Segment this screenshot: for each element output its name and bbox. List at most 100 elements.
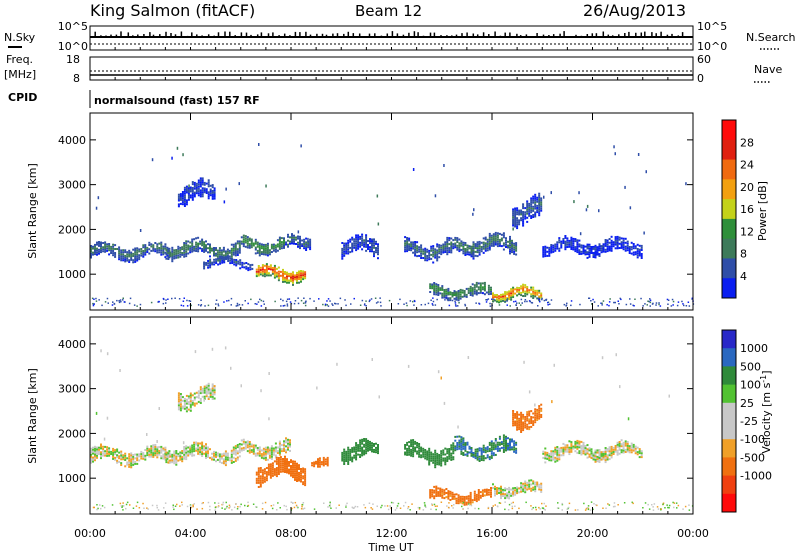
range-cell xyxy=(504,493,507,496)
range-cell xyxy=(277,279,280,282)
range-cell xyxy=(478,460,481,462)
range-cell xyxy=(512,210,515,213)
range-cell xyxy=(515,247,518,250)
range-cell xyxy=(291,240,293,243)
range-cell xyxy=(474,250,477,253)
range-cell xyxy=(185,250,188,253)
range-cell xyxy=(177,459,180,462)
range-cell xyxy=(341,459,344,462)
range-cell xyxy=(138,459,141,462)
range-cell xyxy=(375,247,377,249)
range-cell xyxy=(217,506,219,508)
range-cell xyxy=(461,498,464,500)
range-cell xyxy=(164,448,167,451)
range-cell xyxy=(612,446,615,449)
range-cell xyxy=(593,301,596,303)
range-cell xyxy=(259,479,262,482)
range-cell xyxy=(160,245,163,248)
range-cell xyxy=(562,240,565,242)
range-cell xyxy=(182,305,185,307)
range-cell xyxy=(213,452,215,455)
range-cell xyxy=(361,446,364,449)
range-cell xyxy=(403,505,405,507)
range-cell xyxy=(256,452,259,455)
range-cell xyxy=(347,242,350,244)
range-cell xyxy=(282,305,285,307)
range-cell xyxy=(300,478,302,481)
range-cell xyxy=(251,263,254,266)
range-cell xyxy=(632,245,635,248)
range-cell xyxy=(464,447,467,450)
range-cell xyxy=(536,289,539,292)
range-cell xyxy=(512,222,515,225)
range-cell xyxy=(410,445,413,448)
range-cell xyxy=(122,297,124,299)
range-cell xyxy=(179,407,182,410)
range-cell xyxy=(452,507,454,509)
range-cell xyxy=(498,299,500,302)
range-cell xyxy=(528,414,531,417)
range-cell xyxy=(530,487,533,490)
range-cell xyxy=(626,446,629,449)
range-cell xyxy=(514,211,517,214)
range-cell xyxy=(476,247,479,250)
range-cell xyxy=(596,460,599,463)
range-cell xyxy=(219,262,222,265)
range-cell xyxy=(463,293,466,296)
range-cell xyxy=(429,491,432,493)
range-cell xyxy=(490,290,492,293)
range-cell xyxy=(242,442,245,445)
range-cell xyxy=(447,297,450,300)
range-cell xyxy=(160,251,163,254)
range-cell xyxy=(480,449,483,452)
range-cell xyxy=(234,242,237,245)
range-cell xyxy=(450,444,453,447)
range-cell xyxy=(457,496,460,499)
range-cell xyxy=(179,249,182,252)
range-cell xyxy=(119,369,121,372)
range-cell xyxy=(405,302,408,304)
range-cell xyxy=(152,446,155,449)
range-cell xyxy=(160,455,163,458)
range-cell xyxy=(240,384,242,388)
range-cell xyxy=(359,243,362,246)
range-cell xyxy=(270,447,273,450)
range-cell xyxy=(162,302,165,305)
range-cell xyxy=(584,447,587,450)
range-cell xyxy=(189,247,192,250)
range-cell xyxy=(536,209,539,212)
range-cell xyxy=(486,247,489,250)
range-cell xyxy=(218,453,221,456)
range-cell xyxy=(526,210,529,213)
range-cell xyxy=(447,506,450,509)
range-cell xyxy=(426,248,429,251)
range-cell xyxy=(520,294,523,297)
range-cell xyxy=(315,460,317,463)
range-cell xyxy=(181,191,184,193)
range-cell xyxy=(223,256,226,259)
range-cell xyxy=(590,252,593,254)
range-cell xyxy=(509,446,511,449)
range-cell xyxy=(185,445,188,448)
range-cell xyxy=(285,445,287,448)
range-cell xyxy=(608,245,611,248)
range-cell xyxy=(207,501,210,504)
range-cell xyxy=(307,237,309,241)
range-cell xyxy=(165,455,168,458)
range-cell xyxy=(367,439,369,442)
range-cell xyxy=(353,456,356,459)
range-cell xyxy=(557,507,560,509)
range-cell xyxy=(507,448,509,451)
range-cell xyxy=(120,458,123,461)
range-cell xyxy=(238,247,241,250)
range-cell xyxy=(201,447,204,450)
range-cell xyxy=(534,289,537,292)
range-cell xyxy=(485,488,488,491)
range-cell xyxy=(474,452,477,455)
range-cell xyxy=(365,236,368,239)
range-cell xyxy=(213,385,216,388)
range-cell xyxy=(592,245,595,248)
range-cell xyxy=(520,209,523,212)
range-cell xyxy=(602,507,604,509)
range-cell xyxy=(540,488,543,491)
